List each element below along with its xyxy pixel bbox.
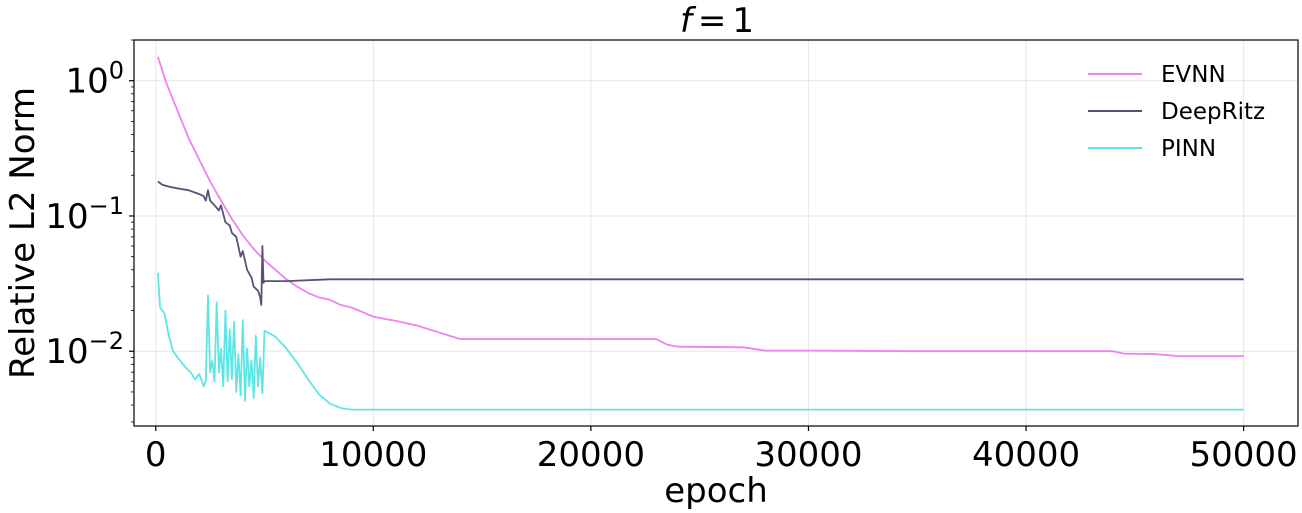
chart-title: f = 1	[680, 1, 754, 41]
x-tick-label-5: 50000	[1190, 435, 1298, 475]
y-ticks: 100 10−1 10−2	[45, 39, 134, 423]
x-tick-label-4: 40000	[972, 435, 1080, 475]
title-variable: f	[680, 1, 697, 41]
series-line-pinn	[157, 272, 1244, 411]
y-tick-label-1: 10−1	[45, 192, 124, 237]
series-lines	[157, 56, 1244, 411]
x-tick-label-3: 30000	[754, 435, 862, 475]
x-tick-label-2: 20000	[537, 435, 645, 475]
plot-frame	[133, 39, 1299, 427]
series-line-deepritz	[157, 180, 1244, 306]
legend: EVNN DeepRitz PINN	[1088, 62, 1265, 162]
title-value: 1	[732, 1, 754, 41]
grid	[134, 40, 1298, 426]
legend-label-evnn: EVNN	[1161, 62, 1226, 88]
y-tick-label-2: 10−2	[45, 327, 124, 372]
x-axis-label: epoch	[664, 471, 768, 511]
x-tick-label-0: 0	[145, 435, 167, 475]
legend-label-pinn: PINN	[1161, 136, 1216, 162]
y-tick-label-0: 100	[65, 57, 124, 102]
y-axis-label: Relative L2 Norm	[3, 87, 43, 379]
x-ticks: 0 10000 20000 30000 40000 50000	[145, 426, 1298, 475]
x-tick-label-1: 10000	[319, 435, 427, 475]
legend-label-deepritz: DeepRitz	[1161, 99, 1265, 125]
series-line-evnn	[157, 56, 1244, 358]
